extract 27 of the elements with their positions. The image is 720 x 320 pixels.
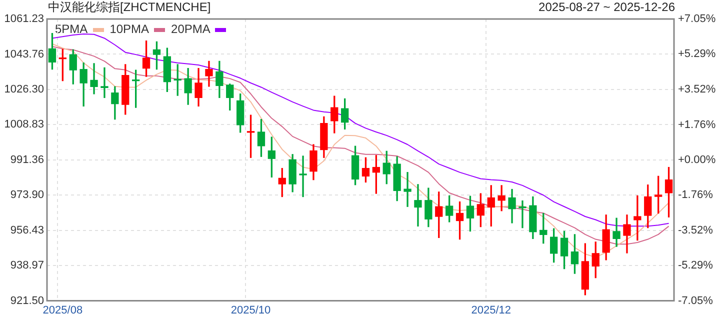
y-tick-label: 956.43 — [10, 224, 44, 236]
y2-tick-label: -7.05% — [678, 294, 714, 307]
x-tick-label: 2025/08 — [42, 304, 83, 316]
candlestick — [299, 156, 307, 198]
y2-tick-label: -3.52% — [678, 224, 714, 236]
legend-label: 10PMA — [110, 22, 150, 36]
y-tick-label: 921.50 — [10, 294, 44, 307]
y-tick-label: 1043.76 — [4, 48, 44, 60]
legend-label: 5PMA — [55, 22, 89, 36]
x-tick-label: 2025/12 — [471, 304, 512, 316]
y-tick-label: 1061.23 — [4, 13, 44, 26]
y-tick-label: 1026.30 — [4, 83, 44, 96]
y-tick-label: 1008.83 — [4, 118, 44, 131]
y2-tick-label: -1.76% — [678, 189, 714, 202]
y2-tick-label: +5.29% — [678, 48, 716, 60]
y2-tick-label: +7.05% — [678, 13, 716, 26]
y2-tick-label: +0.00% — [678, 154, 716, 166]
y-tick-label: 973.90 — [10, 189, 44, 202]
y2-tick-label: -5.29% — [678, 260, 714, 272]
chart-title: 中汉能化综指[ZHCTMENCHE] — [48, 0, 211, 15]
y2-tick-label: +1.76% — [678, 118, 716, 131]
y2-tick-label: +3.52% — [678, 84, 716, 96]
legend-label: 20PMA — [171, 22, 212, 36]
y-tick-label: 991.36 — [10, 154, 44, 166]
chart-subtitle: 2025-08-27 ~ 2025-12-26 — [538, 0, 675, 15]
y-tick-label: 938.97 — [10, 260, 44, 272]
x-tick-label: 2025/10 — [230, 304, 271, 316]
